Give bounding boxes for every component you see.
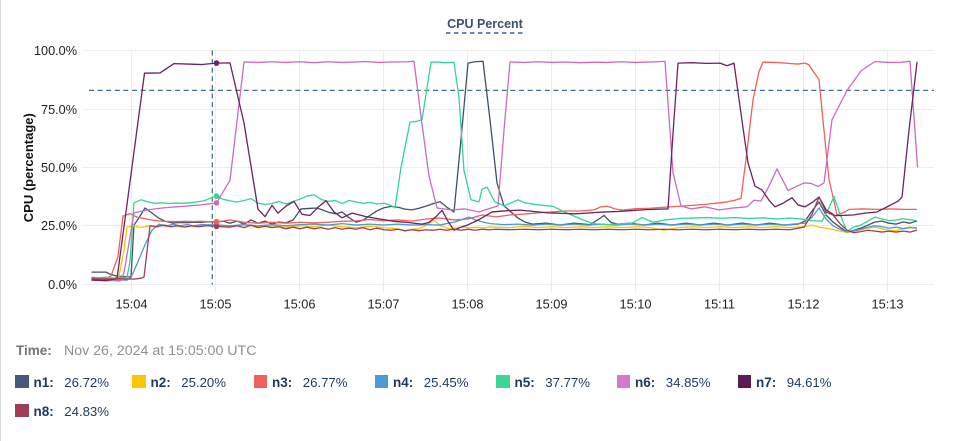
svg-text:50.0%: 50.0% — [41, 161, 77, 175]
svg-text:75.0%: 75.0% — [41, 103, 77, 117]
svg-text:15:08: 15:08 — [451, 297, 483, 312]
svg-text:15:10: 15:10 — [619, 297, 651, 312]
svg-text:15:12: 15:12 — [787, 297, 819, 312]
svg-text:0.0%: 0.0% — [48, 278, 77, 292]
svg-text:15:05: 15:05 — [199, 297, 231, 312]
svg-text:15:07: 15:07 — [367, 297, 399, 312]
svg-text:25.0%: 25.0% — [41, 219, 77, 233]
svg-text:15:09: 15:09 — [535, 297, 567, 312]
svg-text:15:06: 15:06 — [283, 297, 315, 312]
svg-text:15:04: 15:04 — [115, 297, 147, 312]
svg-text:100.0%: 100.0% — [34, 44, 77, 58]
svg-text:15:11: 15:11 — [704, 297, 735, 312]
svg-text:15:13: 15:13 — [871, 297, 903, 312]
svg-text:CPU (percentage): CPU (percentage) — [21, 113, 36, 222]
